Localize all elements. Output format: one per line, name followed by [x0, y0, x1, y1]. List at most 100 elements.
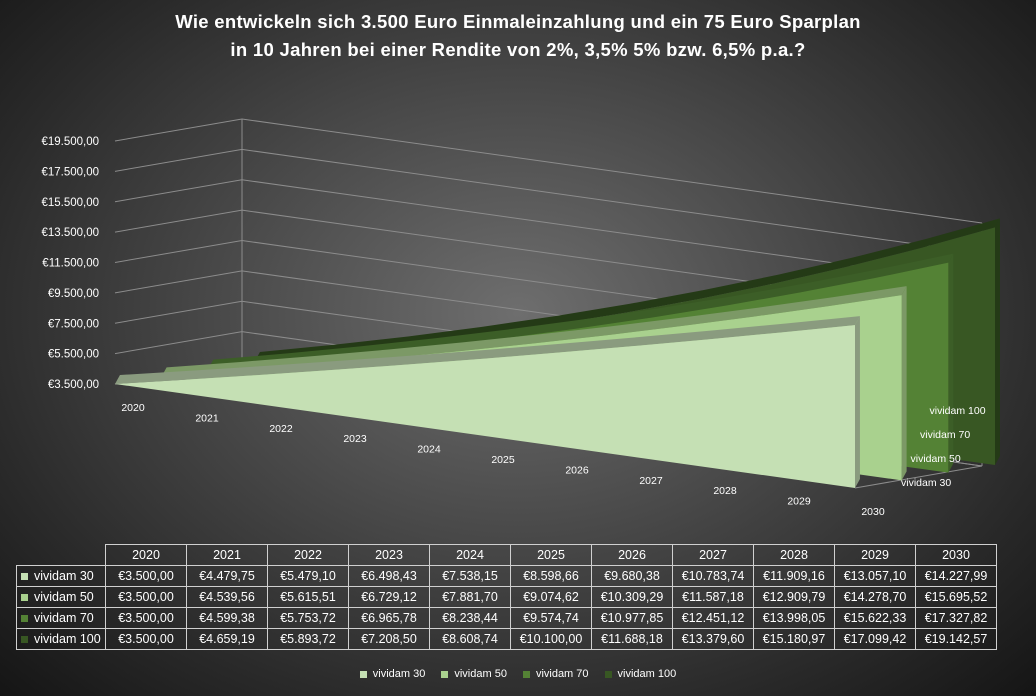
x-tick-label: 2026	[565, 464, 589, 476]
chart-title-line-1: Wie entwickeln sich 3.500 Euro Einmalein…	[175, 11, 861, 32]
table-cell: €10.783,74	[672, 565, 754, 587]
table-cell: €6.965,78	[348, 607, 430, 629]
table-row-label: vividam 30	[16, 565, 106, 587]
table-cell: €13.379,60	[672, 628, 754, 650]
legend-swatch	[21, 594, 28, 602]
table-header-cell: 2027	[672, 544, 754, 566]
table-row-label: vividam 70	[16, 607, 106, 629]
table-header-cell: 2021	[186, 544, 268, 566]
table-cell: €3.500,00	[105, 565, 187, 587]
x-tick-label: 2029	[787, 496, 811, 508]
table-cell: €11.688,18	[591, 628, 673, 650]
series-end-face	[995, 218, 1000, 465]
table-row: vividam 50 €3.500,00 €4.539,56 €5.615,51 €6.…	[16, 586, 997, 608]
series-end-face	[901, 286, 907, 481]
y-tick-label: €7.500,00	[48, 318, 99, 330]
chart-3d-area: €19.500,00 €17.500,00 €15.500,00 €13.500,00…	[41, 118, 1000, 508]
legend-item: vividam 30	[359, 668, 426, 680]
table-body: vividam 30 €3.500,00 €4.479,75 €5.479,10 €6.…	[16, 565, 997, 650]
table-cell: €19.142,57	[915, 628, 997, 650]
table-cell: €7.881,70	[429, 586, 511, 608]
z-series-label: vividam 70	[920, 429, 970, 441]
table-cell: €15.180,97	[753, 628, 835, 650]
x-tick-label: 2023	[343, 433, 367, 445]
table-cell: €7.208,50	[348, 628, 430, 650]
table-cell: €6.498,43	[348, 565, 430, 587]
table-header-cell: 2023	[348, 544, 430, 566]
table-cell: €5.479,10	[267, 565, 349, 587]
table-cell: €15.622,33	[834, 607, 916, 629]
table-cell: €9.680,38	[591, 565, 673, 587]
table-header-cell: 2030	[915, 544, 997, 566]
legend-swatch	[522, 670, 530, 678]
y-tick-label: €19.500,00	[41, 136, 99, 148]
table-header-cell: 2029	[834, 544, 916, 566]
series-end-face	[948, 253, 954, 473]
legend-item: vividam 70	[522, 668, 589, 680]
x-tick-label: 2022	[269, 423, 293, 435]
legend-swatch	[21, 573, 28, 581]
y-tick-label: €11.500,00	[42, 258, 99, 270]
series-end-face	[855, 316, 860, 488]
legend-item: vividam 100	[604, 668, 677, 680]
y-tick-label: €5.500,00	[48, 349, 99, 361]
table-cell: €8.598,66	[510, 565, 592, 587]
chart-legend: vividam 30 vividam 50 vividam 70 vividam 10…	[0, 668, 1036, 680]
table-cell: €17.099,42	[834, 628, 916, 650]
table-cell: €5.753,72	[267, 607, 349, 629]
series-top-face	[255, 218, 1000, 361]
table-cell: €11.909,16	[753, 565, 835, 587]
table-cell: €14.227,99	[915, 565, 997, 587]
table-cell: €10.977,85	[591, 607, 673, 629]
table-cell: €11.587,18	[672, 586, 754, 608]
table-cell: €8.608,74	[429, 628, 511, 650]
chart-title-line-2: in 10 Jahren bei einer Rendite von 2%, 3…	[230, 39, 806, 60]
table-header-row: 2020 2021 2022 2023 2024 2025 2026 2027 2028 2029…	[17, 544, 997, 566]
gridline	[114, 118, 983, 224]
chart-title: Wie entwickeln sich 3.500 Euro Einmalein…	[0, 8, 1036, 64]
table-cell: €3.500,00	[105, 586, 187, 608]
series-name: vividam 100	[34, 632, 101, 646]
legend-swatch	[359, 670, 367, 678]
table-header-cell: 2024	[429, 544, 511, 566]
legend-label: vividam 100	[617, 668, 677, 680]
table-cell: €4.599,38	[186, 607, 268, 629]
series-area-0	[115, 325, 855, 488]
y-tick-label: €13.500,00	[41, 227, 99, 239]
table-cell: €12.451,12	[672, 607, 754, 629]
table-header-cell: 2025	[510, 544, 592, 566]
series-name: vividam 50	[34, 590, 94, 604]
series-top-face	[115, 316, 860, 384]
table-cell: €4.659,19	[186, 628, 268, 650]
series-name: vividam 30	[34, 569, 94, 583]
table-row: vividam 100 €3.500,00 €4.659,19 €5.893,72 €7…	[16, 628, 997, 650]
legend-label: vividam 50	[454, 668, 507, 680]
table-cell: €13.998,05	[753, 607, 835, 629]
table-header-cell: 2028	[753, 544, 835, 566]
data-table: 2020 2021 2022 2023 2024 2025 2026 2027 2028 2029…	[16, 544, 997, 650]
table-cell: €17.327,82	[915, 607, 997, 629]
table-header-cell: 2020	[105, 544, 187, 566]
table-header-cell: 2026	[591, 544, 673, 566]
y-tick-label: €9.500,00	[48, 288, 99, 300]
legend-swatch	[604, 670, 612, 678]
x-tick-label: 2021	[195, 412, 219, 424]
table-cell: €5.893,72	[267, 628, 349, 650]
table-cell: €6.729,12	[348, 586, 430, 608]
x-tick-label: 2024	[417, 444, 441, 456]
table-cell: €4.539,56	[186, 586, 268, 608]
y-tick-label: €17.500,00	[41, 166, 99, 178]
gridline	[114, 148, 983, 254]
legend-label: vividam 30	[372, 668, 426, 680]
y-tick-label: €3.500,00	[48, 379, 99, 391]
series-top-face	[208, 253, 954, 369]
series-name: vividam 70	[34, 611, 94, 625]
table-cell: €12.909,79	[753, 586, 835, 608]
table-cell: €15.695,52	[915, 586, 997, 608]
table-cell: €14.278,70	[834, 586, 916, 608]
z-series-label: vividam 50	[911, 453, 961, 465]
legend-swatch	[21, 615, 28, 623]
table-cell: €10.309,29	[591, 586, 673, 608]
z-series-label: vividam 100	[930, 405, 986, 417]
